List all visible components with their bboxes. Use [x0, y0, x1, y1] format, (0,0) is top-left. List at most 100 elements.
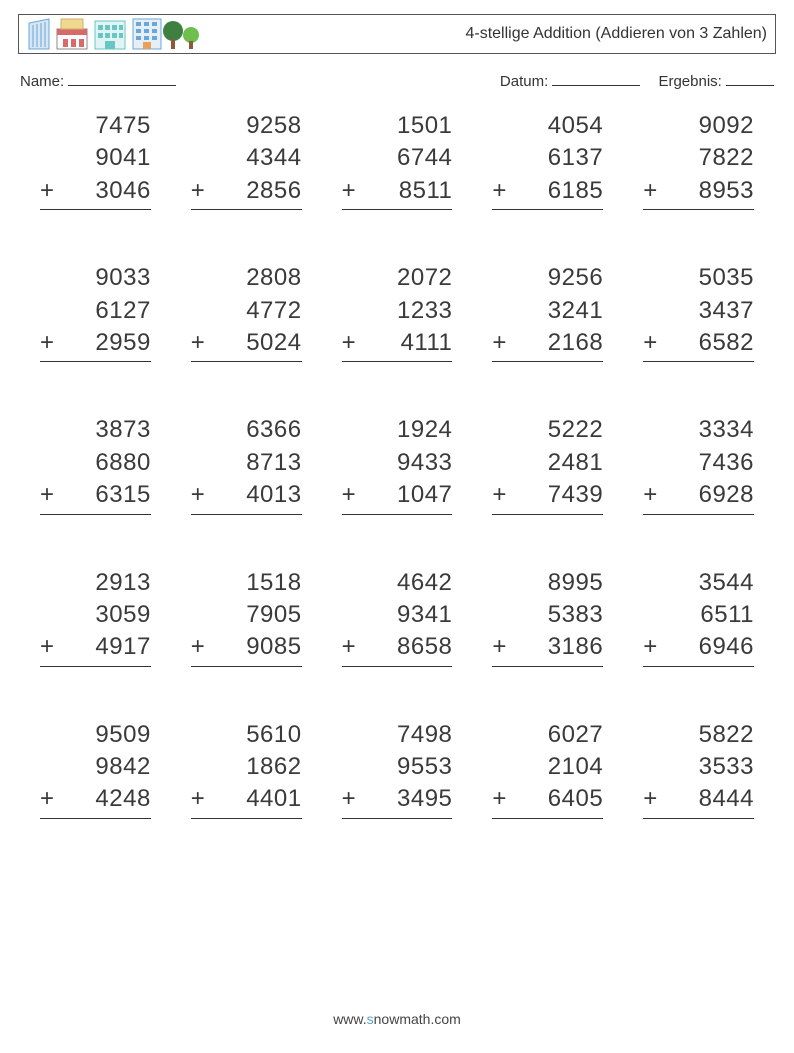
addend-2: 4344: [191, 142, 302, 174]
name-field: Name:: [20, 72, 176, 90]
plus-sign: +: [643, 479, 658, 511]
addend-1: 3873: [40, 414, 151, 446]
addend-2: 9433: [342, 447, 453, 479]
addend-3: +4917: [40, 631, 151, 666]
problem-grid: 74759041+304692584344+285615016744+85114…: [18, 110, 776, 819]
addend-2: 9041: [40, 142, 151, 174]
addend-1: 7498: [342, 719, 453, 751]
addend-1: 3334: [643, 414, 754, 446]
worksheet-title: 4-stellige Addition (Addieren von 3 Zahl…: [465, 25, 767, 43]
addend-3-value: 4401: [205, 783, 301, 815]
addend-3: +6946: [643, 631, 754, 666]
addend-3: +1047: [342, 479, 453, 514]
plus-sign: +: [191, 327, 206, 359]
addend-2: 7905: [191, 599, 302, 631]
addend-3: +8511: [342, 175, 453, 210]
addition-problem: 92584344+2856: [191, 110, 302, 210]
addend-2: 3533: [643, 751, 754, 783]
addition-problem: 38736880+6315: [40, 414, 151, 514]
addend-3: +3186: [492, 631, 603, 666]
addend-3: +4111: [342, 327, 453, 362]
addend-1: 5822: [643, 719, 754, 751]
addend-1: 5610: [191, 719, 302, 751]
addend-3: +2856: [191, 175, 302, 210]
addend-1: 3544: [643, 567, 754, 599]
worksheet-header: 4-stellige Addition (Addieren von 3 Zahl…: [18, 14, 776, 54]
addend-2: 9341: [342, 599, 453, 631]
plus-sign: +: [342, 783, 357, 815]
addend-2: 6880: [40, 447, 151, 479]
addend-3-value: 6185: [507, 175, 603, 207]
addend-1: 2072: [342, 262, 453, 294]
addend-3-value: 8511: [356, 175, 452, 207]
addend-3-value: 2168: [507, 327, 603, 359]
addend-2: 3437: [643, 295, 754, 327]
plus-sign: +: [40, 631, 55, 663]
plus-sign: +: [643, 631, 658, 663]
addend-3-value: 3495: [356, 783, 452, 815]
addend-3: +6315: [40, 479, 151, 514]
addend-2: 7822: [643, 142, 754, 174]
addend-3: +5024: [191, 327, 302, 362]
addend-3-value: 7439: [507, 479, 603, 511]
plus-sign: +: [40, 327, 55, 359]
addend-3-value: 2959: [55, 327, 151, 359]
addend-3-value: 6405: [507, 783, 603, 815]
plus-sign: +: [40, 783, 55, 815]
addend-2: 2481: [492, 447, 603, 479]
addend-2: 3241: [492, 295, 603, 327]
addition-problem: 40546137+6185: [492, 110, 603, 210]
addend-3-value: 8658: [356, 631, 452, 663]
addend-2: 6127: [40, 295, 151, 327]
addend-3: +6405: [492, 783, 603, 818]
addend-3: +7439: [492, 479, 603, 514]
addend-1: 8995: [492, 567, 603, 599]
addend-2: 1233: [342, 295, 453, 327]
addend-3-value: 5024: [205, 327, 301, 359]
addition-problem: 15016744+8511: [342, 110, 453, 210]
addend-2: 6137: [492, 142, 603, 174]
addend-2: 2104: [492, 751, 603, 783]
addend-1: 4642: [342, 567, 453, 599]
addend-1: 9509: [40, 719, 151, 751]
addition-problem: 60272104+6405: [492, 719, 603, 819]
addition-problem: 20721233+4111: [342, 262, 453, 362]
addend-3: +4248: [40, 783, 151, 818]
addition-problem: 92563241+2168: [492, 262, 603, 362]
addend-3: +8953: [643, 175, 754, 210]
addend-3: +6928: [643, 479, 754, 514]
addition-problem: 74759041+3046: [40, 110, 151, 210]
addend-2: 5383: [492, 599, 603, 631]
addend-3: +8658: [342, 631, 453, 666]
addend-3-value: 6582: [658, 327, 754, 359]
date-label: Datum:: [500, 73, 548, 90]
addend-3-value: 3046: [55, 175, 151, 207]
addend-2: 8713: [191, 447, 302, 479]
addend-1: 9256: [492, 262, 603, 294]
plus-sign: +: [40, 175, 55, 207]
addend-1: 7475: [40, 110, 151, 142]
addend-3-value: 3186: [507, 631, 603, 663]
plus-sign: +: [492, 631, 507, 663]
addition-problem: 74989553+3495: [342, 719, 453, 819]
addend-3-value: 4013: [205, 479, 301, 511]
plus-sign: +: [191, 631, 206, 663]
addition-problem: 15187905+9085: [191, 567, 302, 667]
addition-problem: 33347436+6928: [643, 414, 754, 514]
footer-prefix: www.: [333, 1011, 366, 1027]
addend-2: 9553: [342, 751, 453, 783]
addition-problem: 50353437+6582: [643, 262, 754, 362]
addend-3: +3495: [342, 783, 453, 818]
addend-3-value: 4917: [55, 631, 151, 663]
addition-problem: 35446511+6946: [643, 567, 754, 667]
addend-1: 4054: [492, 110, 603, 142]
addend-2: 3059: [40, 599, 151, 631]
addend-3-value: 9085: [205, 631, 301, 663]
plus-sign: +: [643, 175, 658, 207]
plus-sign: +: [643, 327, 658, 359]
plus-sign: +: [342, 327, 357, 359]
date-field: Datum:: [500, 72, 641, 90]
plus-sign: +: [492, 327, 507, 359]
addend-3-value: 2856: [205, 175, 301, 207]
addend-1: 2913: [40, 567, 151, 599]
